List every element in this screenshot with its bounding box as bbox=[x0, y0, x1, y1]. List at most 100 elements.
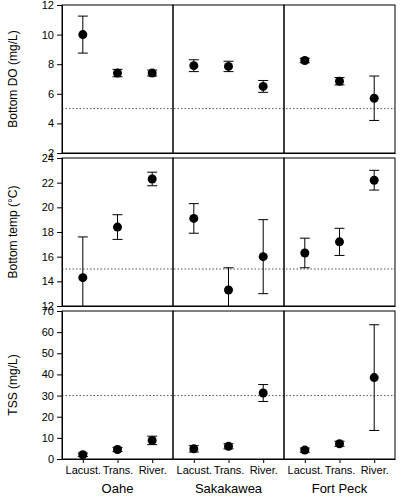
point bbox=[113, 223, 122, 232]
y-axis: 12141618202224 bbox=[42, 152, 63, 312]
y-tick-label: 10 bbox=[42, 29, 54, 41]
x-axis-line bbox=[63, 306, 174, 307]
x-tick: River. bbox=[361, 459, 389, 476]
point bbox=[370, 176, 379, 185]
y-tick-label: 12 bbox=[42, 0, 54, 11]
y-tick-label: 30 bbox=[42, 390, 54, 402]
x-tick: River. bbox=[250, 459, 278, 476]
error-bar bbox=[224, 268, 234, 306]
x-tick-label: Lacust. bbox=[288, 464, 323, 476]
y-tick: 40 bbox=[42, 368, 62, 380]
y-axis: 010203040506070 bbox=[42, 305, 63, 465]
y-tick-mark bbox=[57, 353, 62, 354]
x-axis bbox=[285, 153, 396, 155]
x-axis: Lacust.Trans. River. bbox=[174, 459, 285, 476]
panel-frame bbox=[173, 311, 284, 459]
x-axis bbox=[285, 306, 396, 308]
error-bar bbox=[78, 237, 88, 306]
x-axis-line bbox=[285, 306, 396, 307]
y-tick-label: 20 bbox=[42, 411, 54, 423]
x-tick-label: River. bbox=[139, 464, 167, 476]
point bbox=[370, 94, 379, 103]
x-axis-line bbox=[285, 153, 396, 154]
x-axis bbox=[63, 153, 174, 155]
x-tick-mark bbox=[374, 459, 375, 463]
error-bar bbox=[113, 215, 123, 240]
error-bar bbox=[258, 385, 268, 402]
point bbox=[78, 30, 87, 39]
x-tick-label: Lacust. bbox=[177, 464, 212, 476]
error-cap bbox=[78, 236, 88, 237]
error-cap bbox=[258, 293, 268, 294]
reference-line bbox=[62, 108, 395, 109]
error-cap bbox=[300, 267, 310, 268]
error-bar bbox=[258, 220, 268, 294]
error-bar bbox=[189, 204, 199, 234]
point bbox=[224, 442, 233, 451]
row-0: 24681012Bottom DO (mg/L) bbox=[6, 0, 395, 159]
error-cap bbox=[113, 214, 123, 215]
error-cap bbox=[258, 92, 268, 93]
error-cap bbox=[78, 16, 88, 17]
plot-area bbox=[62, 170, 395, 306]
x-tick: Trans. bbox=[103, 459, 134, 476]
error-cap bbox=[369, 76, 379, 77]
x-tick: Lacust. bbox=[177, 459, 212, 476]
point bbox=[113, 445, 122, 454]
y-tick-mark bbox=[57, 64, 62, 65]
error-bar bbox=[258, 80, 268, 92]
y-tick-label: 18 bbox=[42, 226, 54, 238]
error-bar bbox=[369, 325, 379, 431]
error-cap bbox=[258, 401, 268, 402]
y-tick: 60 bbox=[42, 326, 62, 338]
y-tick: 24 bbox=[42, 152, 62, 164]
y-tick-mark bbox=[57, 374, 62, 375]
y-axis: 24681012 bbox=[42, 0, 63, 159]
y-tick: 50 bbox=[42, 347, 62, 359]
panel-frame bbox=[62, 158, 173, 306]
point bbox=[78, 273, 87, 282]
y-tick-mark bbox=[57, 306, 62, 307]
panel-frame bbox=[284, 158, 395, 306]
error-cap bbox=[147, 172, 157, 173]
error-cap bbox=[369, 120, 379, 121]
error-cap bbox=[369, 324, 379, 325]
x-axis-line bbox=[174, 153, 285, 154]
y-tick-mark bbox=[57, 232, 62, 233]
y-tick-label: 70 bbox=[42, 305, 54, 317]
error-cap bbox=[335, 255, 345, 256]
point bbox=[335, 237, 344, 246]
y-tick: 20 bbox=[42, 411, 62, 423]
y-tick-mark bbox=[57, 459, 62, 460]
x-tick-mark bbox=[229, 459, 230, 463]
y-axis-title: Bottom DO (mg/L) bbox=[6, 30, 20, 127]
point bbox=[335, 77, 344, 86]
point bbox=[259, 252, 268, 261]
error-cap bbox=[369, 190, 379, 191]
x-tick: River. bbox=[139, 459, 167, 476]
x-tick: Trans. bbox=[214, 459, 245, 476]
y-tick-label: 0 bbox=[48, 453, 54, 465]
x-tick: Trans. bbox=[325, 459, 356, 476]
x-tick-mark bbox=[118, 459, 119, 463]
error-bar bbox=[147, 436, 157, 444]
error-cap bbox=[224, 267, 234, 268]
panel-frame bbox=[173, 158, 284, 306]
error-bar bbox=[335, 228, 345, 255]
y-tick: 14 bbox=[42, 275, 62, 287]
point bbox=[259, 82, 268, 91]
point bbox=[300, 56, 309, 65]
y-tick-mark bbox=[57, 183, 62, 184]
row-2: 010203040506070TSS (mg/L)Lacust.Trans.Ri… bbox=[6, 305, 395, 496]
x-axis-line bbox=[174, 306, 285, 307]
y-tick-mark bbox=[57, 158, 62, 159]
point bbox=[300, 446, 309, 455]
y-tick-label: 14 bbox=[42, 275, 54, 287]
error-bar bbox=[113, 69, 123, 76]
point bbox=[78, 450, 87, 459]
y-tick-label: 24 bbox=[42, 152, 54, 164]
point bbox=[148, 69, 157, 78]
x-axis bbox=[174, 153, 285, 155]
y-tick-label: 4 bbox=[48, 117, 54, 129]
y-tick: 20 bbox=[42, 201, 62, 213]
